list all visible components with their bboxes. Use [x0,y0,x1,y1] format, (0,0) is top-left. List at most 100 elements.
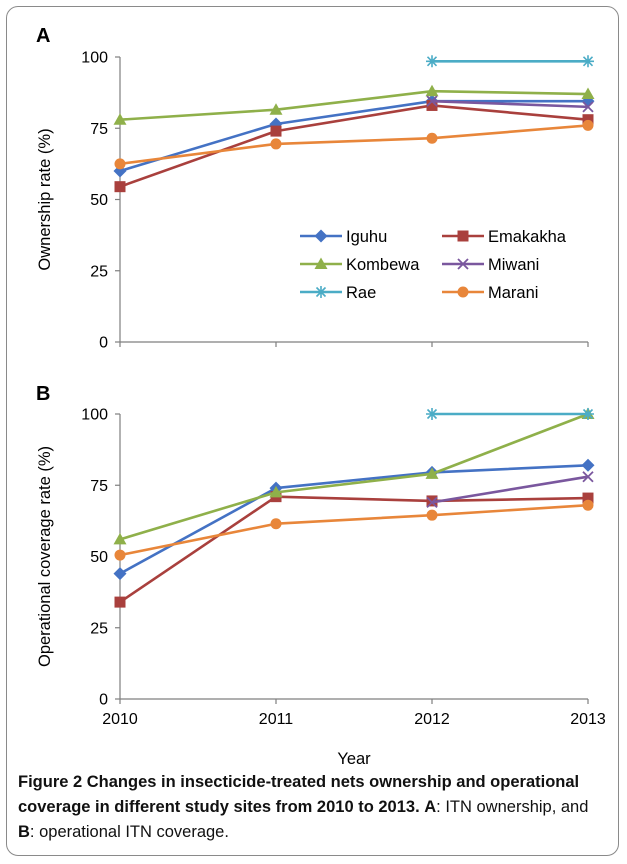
legend-item-marani: Marani [442,284,538,302]
y-tick-label: 50 [90,549,108,566]
x-axis-label: Year [337,750,371,764]
legend-label: Kombewa [346,256,420,274]
figure-caption: Figure 2 Changes in insecticide-treated … [18,770,608,845]
series-miwani [426,95,594,113]
x-tick-label: 2011 [259,711,294,728]
data-point-square [426,495,438,507]
data-point-circle [270,138,282,150]
data-point-square [270,125,282,137]
data-point-star [426,55,438,68]
legend-marker-star [315,286,327,298]
data-point-diamond [113,567,127,581]
y-tick-label: 25 [90,263,108,280]
legend-label: Emakakha [488,228,567,246]
series-rae [426,408,594,420]
series-line [431,475,589,504]
legend-item-emakakha: Emakakha [442,228,567,246]
data-point-circle [114,158,126,170]
legend-item-rae: Rae [300,284,376,302]
data-point-circle [426,509,438,521]
series-line [119,503,589,557]
y-tick-label: 75 [90,121,108,138]
legend-marker-x [457,258,469,270]
series-line [119,99,588,173]
legend-label: Miwani [488,256,539,274]
data-point-diamond [581,458,595,472]
data-point-square [582,492,594,504]
data-point-diamond [269,117,283,131]
legend-marker-triangle [314,257,328,269]
legend-item-iguhu: Iguhu [300,228,387,246]
x-tick-label: 2010 [102,711,138,728]
data-point-circle [582,119,594,131]
series-kombewa [113,407,595,545]
data-point-circle [426,132,438,144]
data-point-circle [114,549,126,561]
data-point-x [582,101,594,113]
figure-charts: A 0 25 50 75 100 Ownership rate (%) Iguhu Emakak… [36,25,606,764]
legend-label: Rae [346,284,376,302]
data-point-square [114,181,126,193]
data-point-triangle [269,485,283,498]
legend-item-kombewa: Kombewa [300,256,420,274]
legend-marker-diamond [314,229,328,243]
caption-part-b-text: : operational ITN coverage. [29,823,229,841]
data-point-star [582,408,594,420]
data-point-square [582,114,594,126]
legend-marker-square [457,230,469,242]
legend-label: Iguhu [346,228,387,246]
data-point-triangle [269,103,283,115]
series-iguhu [113,94,595,178]
series-line [431,99,589,109]
data-point-square [426,99,438,111]
legend-label: Marani [488,284,538,302]
data-point-circle [270,518,282,530]
panel-a: A 0 25 50 75 100 Ownership rate (%) Iguhu Emakak… [36,25,595,352]
panel-letter: A [36,25,50,47]
x-tick-label: 2013 [570,711,606,728]
series-line [119,464,589,575]
series-line [119,89,589,121]
caption-part-a-label: A [424,798,437,816]
data-point-square [114,596,126,608]
series-kombewa [113,84,595,125]
series-marani [114,119,594,170]
caption-part-a-text: : ITN ownership, and [436,798,589,816]
data-point-star [426,408,438,420]
series-line [119,104,589,188]
figure-frame [6,6,619,856]
y-axis-label: Operational coverage rate (%) [36,446,54,667]
data-point-star [582,55,594,68]
legend: Iguhu Emakakha Kombewa Miwani Rae Marani [300,228,567,302]
y-axis-label: Ownership rate (%) [36,128,54,270]
data-point-x [582,471,594,483]
y-tick-label: 100 [81,50,108,67]
series-marani [114,499,594,561]
series-line [119,412,589,541]
y-tick-label: 25 [90,620,108,637]
legend-marker-circle [457,286,469,298]
data-point-triangle [581,87,595,100]
y-tick-label: 50 [90,192,108,209]
data-point-triangle [113,113,127,125]
data-point-triangle [425,84,439,97]
legend-item-miwani: Miwani [442,256,539,274]
panel-letter: B [36,383,50,405]
data-point-x [426,95,438,107]
series-line [119,124,589,166]
data-point-triangle [113,532,127,545]
y-tick-label: 0 [99,335,108,352]
data-point-circle [582,499,594,511]
y-tick-label: 100 [81,407,108,424]
y-tick-label: 0 [99,692,108,709]
caption-title: Figure 2 Changes in insecticide-treated … [18,773,580,816]
series-line [119,495,589,604]
panel-b: B 0 25 50 75 100 2010 2011 2012 2013 Operational c… [36,383,606,764]
caption-part-b-label: B [18,823,30,841]
series-miwani [426,471,594,508]
series-emakakha [114,99,594,193]
y-tick-label: 75 [90,478,108,495]
series-rae [426,55,594,68]
x-tick-label: 2012 [414,711,450,728]
data-point-triangle [425,467,439,479]
